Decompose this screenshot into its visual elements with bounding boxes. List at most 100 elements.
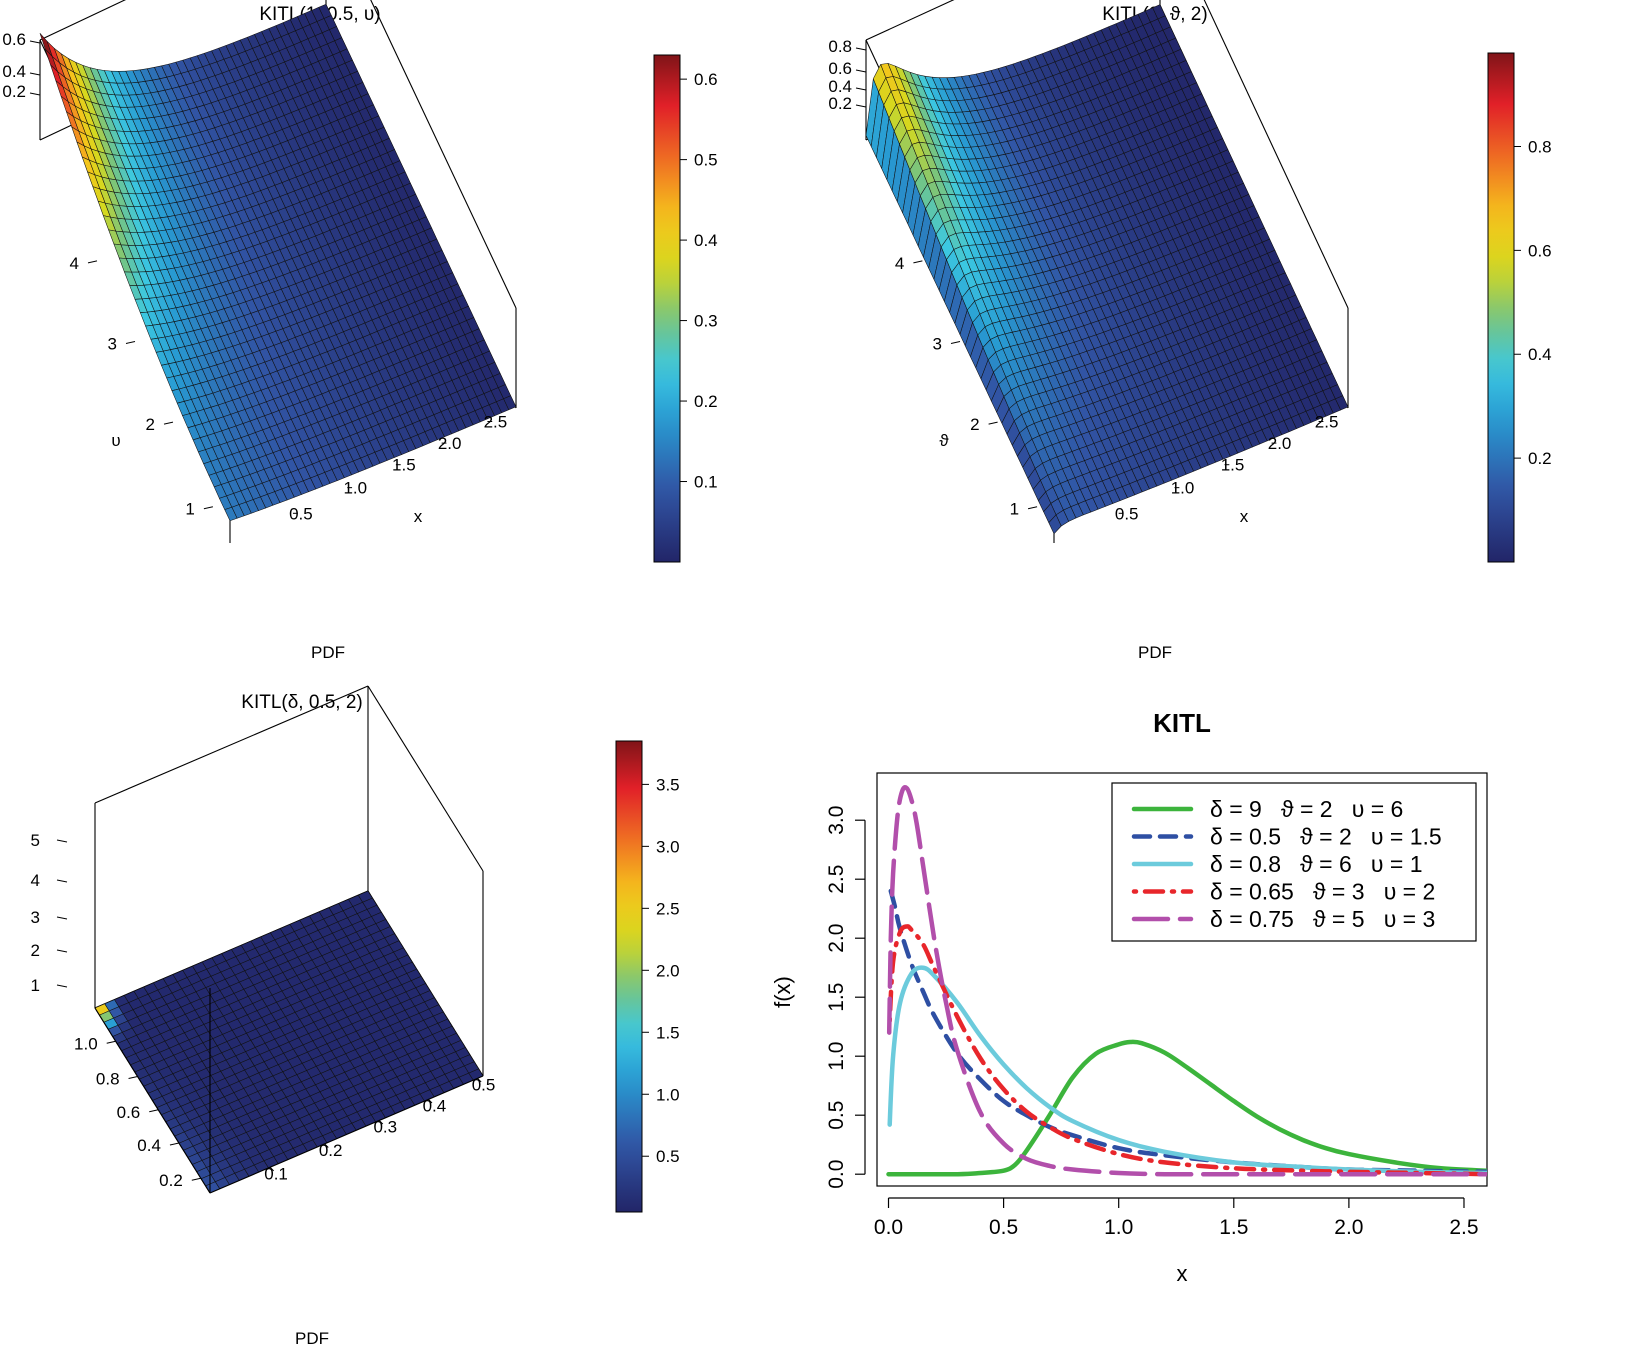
z-axis-label: PDF	[311, 643, 345, 662]
legend-entry: δ = 9 ϑ = 2 υ = 6	[1210, 796, 1403, 822]
z-tick-label: 0.4	[828, 77, 852, 96]
colorbar: 0.5 1.0 1.5 2.0 2.5 3.0 3.5	[615, 740, 680, 1213]
z-tick-mark	[56, 984, 68, 988]
x-tick-label: 0.0	[874, 1216, 903, 1239]
y-tick-mark	[149, 1109, 159, 1113]
y-tick-label: 2.0	[825, 924, 848, 953]
colorbar-tick-label: 3.5	[656, 775, 680, 794]
z-tick-label: 4	[31, 871, 40, 890]
colorbar-tick-label: 0.6	[1528, 241, 1552, 260]
x-axis-label: x	[414, 507, 423, 526]
z-tick-mark	[56, 879, 68, 883]
colorbar-tick-label: 0.1	[694, 473, 718, 492]
legend-entry: δ = 0.5 ϑ = 2 υ = 1.5	[1210, 824, 1442, 850]
y-tick-mark	[87, 260, 98, 264]
x-tick-label: 0.1	[264, 1164, 288, 1183]
box-edge	[367, 685, 484, 872]
y-tick-label: 4	[70, 254, 79, 273]
colorbar: 0.2 0.4 0.6 0.8	[1487, 52, 1552, 563]
x-tick-label: 2.5	[1315, 413, 1339, 432]
series-line-4	[887, 924, 1487, 1177]
colorbar-gradient	[1487, 52, 1515, 563]
x-tick-label: 2.5	[1449, 1216, 1478, 1239]
z-tick-label: 1	[31, 976, 40, 995]
colorbar-tick-label: 0.8	[1528, 137, 1552, 156]
z-tick-label: 5	[31, 831, 40, 850]
x-tick-label: 1.0	[1104, 1216, 1133, 1239]
x-tick-label: 2.0	[1334, 1216, 1363, 1239]
x-tick-label: 0.5	[289, 504, 313, 523]
colorbar-tick-label: 2.5	[656, 899, 680, 918]
x-axis-label: x	[1177, 1261, 1188, 1286]
x-tick-label: 1.5	[1219, 1216, 1248, 1239]
y-tick-label: 0.0	[825, 1160, 848, 1189]
colorbar: 0.1 0.2 0.3 0.4 0.5 0.6	[653, 54, 718, 563]
y-tick-label: 1.0	[825, 1042, 848, 1071]
z-tick-label: 0.4	[2, 62, 26, 81]
x-tick-label: 0.5	[989, 1216, 1018, 1239]
legend-entry: δ = 0.8 ϑ = 6 υ = 1	[1210, 851, 1423, 877]
y-tick-label: 2.5	[825, 865, 848, 894]
y-axis-label: ϑ	[939, 431, 949, 450]
colorbar-gradient	[653, 54, 681, 563]
y-tick-label: 1.5	[825, 983, 848, 1012]
z-tick-mark	[29, 92, 41, 96]
z-tick-mark	[29, 72, 41, 76]
y-axis-label: υ	[111, 431, 120, 450]
line-chart-panel: KITL 0.0 0.5 1.0 1.5 2.0 2.5 x 0.0 0.5 1.0 1.5 2.0 2.…	[770, 708, 1488, 1286]
z-tick-mark	[56, 949, 68, 953]
colorbar-tick-label: 0.4	[694, 231, 718, 250]
panel-title: KITL(δ, 0.5, 2)	[241, 692, 362, 713]
x-tick-label: 1.0	[343, 479, 367, 498]
y-tick-label: 3	[108, 335, 117, 354]
colorbar-tick-label: 0.6	[694, 70, 718, 89]
z-tick-label: 2	[31, 941, 40, 960]
colorbar-tick-label: 3.0	[656, 837, 680, 856]
chart-title: KITL	[1153, 708, 1211, 738]
z-tick-label: 0.6	[2, 30, 26, 49]
box-edge	[370, 0, 517, 309]
z-tick-mark	[855, 87, 867, 91]
z-tick-mark	[29, 40, 41, 44]
z-tick-mark	[855, 47, 867, 51]
y-tick-mark	[125, 341, 136, 344]
surface-mesh	[39, 3, 517, 522]
z-tick-mark	[56, 839, 68, 843]
y-tick-label: 0.6	[117, 1103, 141, 1122]
box-edge	[94, 685, 369, 804]
x-tick-label: 2.0	[438, 434, 462, 453]
x-tick-label: 2.5	[484, 413, 508, 432]
colorbar-tick-label: 0.3	[694, 312, 718, 331]
x-tick-label: 1.0	[1171, 479, 1195, 498]
y-tick-label: 1	[185, 500, 194, 519]
y-tick-label: 2	[970, 415, 979, 434]
legend: δ = 9 ϑ = 2 υ = 6δ = 0.5 ϑ = 2 υ = 1.5δ …	[1111, 782, 1477, 942]
colorbar-tick-label: 0.4	[1528, 345, 1552, 364]
colorbar-tick-label: 2.0	[656, 961, 680, 980]
x-axis-label: x	[1240, 507, 1249, 526]
z-axis-label: PDF	[295, 1329, 329, 1348]
surface-mesh	[865, 4, 1349, 535]
z-axis-label: PDF	[1138, 643, 1172, 662]
y-tick-label: 0.8	[96, 1069, 120, 1088]
y-tick-label: 0.5	[825, 1101, 848, 1130]
y-tick-mark	[191, 1177, 201, 1181]
x-tick-label: 0.5	[472, 1075, 496, 1094]
y-tick-label: 3	[933, 335, 942, 354]
x-tick-label: 0.2	[319, 1141, 343, 1160]
y-tick-label: 1.0	[74, 1034, 98, 1053]
colorbar-tick-label: 1.0	[656, 1085, 680, 1104]
surface-panel-3: KITL(δ, 0.5, 2) 0.1 0.2 0.3 0.4 0.5 0.2 0.4 0.6 0…	[31, 685, 680, 1348]
y-tick-mark	[1027, 506, 1038, 510]
x-tick-label: 0.5	[1115, 504, 1139, 523]
z-tick-label: 0.6	[828, 59, 852, 78]
z-tick-mark	[56, 916, 68, 920]
x-tick-label: 0.4	[423, 1096, 447, 1115]
colorbar-tick-label: 1.5	[656, 1023, 680, 1042]
y-tick-mark	[169, 1142, 180, 1146]
z-tick-label: 0.2	[828, 94, 852, 113]
legend-entry: δ = 0.75 ϑ = 5 υ = 3	[1210, 906, 1435, 932]
y-tick-mark	[106, 1040, 116, 1044]
y-tick-label: 4	[895, 254, 904, 273]
z-tick-label: 3	[31, 908, 40, 927]
